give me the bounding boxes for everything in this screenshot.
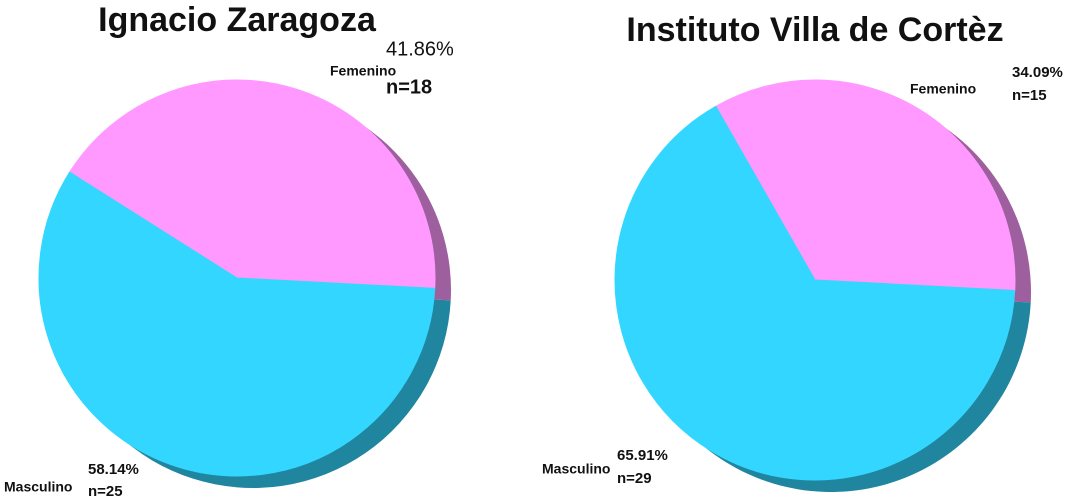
value-label: 65.91%	[617, 447, 668, 464]
category-label: Femenino	[330, 63, 396, 79]
category-label: Masculino	[4, 479, 72, 495]
count-label: n=29	[617, 470, 652, 487]
category-label: Masculino	[542, 461, 610, 477]
pie-slice	[715, 79, 1016, 291]
pie-slice	[68, 79, 436, 289]
count-label: n=15	[1012, 87, 1047, 104]
value-label: 58.14%	[88, 461, 139, 478]
category-label: Femenino	[910, 81, 976, 97]
count-label: n=18	[386, 76, 432, 98]
chart-title: Instituto Villa de Cortèz	[626, 11, 1003, 49]
count-label: n=25	[88, 483, 123, 500]
value-label: 41.86%	[386, 38, 454, 60]
chart-title: Ignacio Zaragoza	[98, 1, 377, 39]
value-label: 34.09%	[1012, 64, 1063, 81]
pie-slice	[614, 105, 1016, 481]
pie-slice	[38, 171, 436, 477]
